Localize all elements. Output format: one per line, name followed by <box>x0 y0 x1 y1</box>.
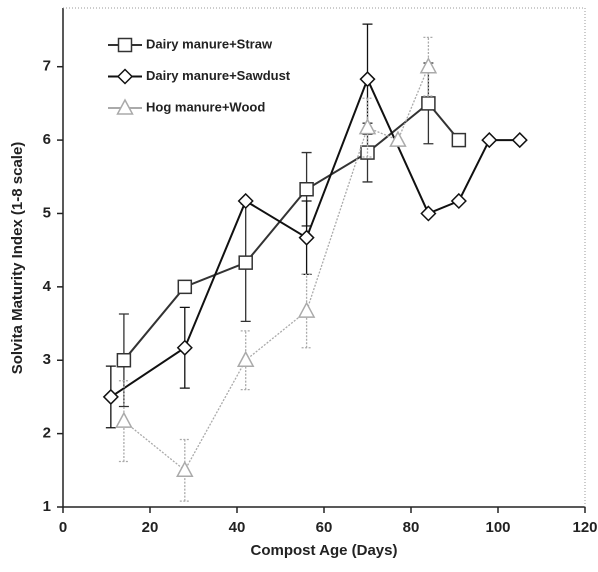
y-tick-label: 4 <box>43 278 52 295</box>
x-axis-label: Compost Age (Days) <box>251 542 398 559</box>
marker <box>177 279 193 295</box>
marker <box>297 301 316 318</box>
y-tick-label: 7 <box>43 58 51 75</box>
series-line <box>123 101 460 361</box>
x-tick-label: 80 <box>403 519 420 536</box>
marker <box>450 192 467 210</box>
marker <box>451 132 467 148</box>
marker <box>236 350 255 367</box>
error-bar <box>179 438 190 502</box>
y-axis-label: Solvita Maturity Index (1-8 scale) <box>9 142 26 375</box>
marker <box>238 255 253 270</box>
y-tick-label: 6 <box>43 131 51 148</box>
y-tick-label: 5 <box>43 204 51 221</box>
legend-text: Dairy manure+Sawdust <box>146 68 291 83</box>
marker <box>102 388 119 405</box>
marker <box>116 68 134 85</box>
y-tick-label: 2 <box>43 425 51 442</box>
y-tick-label: 1 <box>43 498 51 515</box>
x-tick-label: 40 <box>229 519 246 536</box>
series-line <box>123 66 430 472</box>
series-line <box>110 76 520 398</box>
marker <box>389 130 407 147</box>
legend-text: Dairy manure+Straw <box>146 36 273 51</box>
marker <box>419 57 438 74</box>
marker <box>511 132 528 149</box>
x-tick-label: 120 <box>572 519 597 536</box>
marker <box>481 132 498 149</box>
marker <box>421 96 436 111</box>
marker <box>116 98 134 115</box>
marker <box>299 182 314 197</box>
marker <box>358 118 377 135</box>
marker <box>115 411 133 428</box>
x-tick-label: 60 <box>316 519 333 536</box>
x-tick-label: 0 <box>59 519 67 536</box>
x-tick-label: 20 <box>142 519 159 536</box>
legend-text: Hog manure+Wood <box>146 99 265 114</box>
marker <box>176 460 194 478</box>
marker <box>420 205 437 222</box>
y-tick-label: 3 <box>43 351 51 368</box>
marker <box>359 71 376 88</box>
x-tick-label: 100 <box>485 519 510 536</box>
marker <box>237 192 254 210</box>
marker <box>176 339 193 356</box>
marker <box>298 229 315 246</box>
marker <box>117 37 133 53</box>
marker <box>116 352 132 368</box>
